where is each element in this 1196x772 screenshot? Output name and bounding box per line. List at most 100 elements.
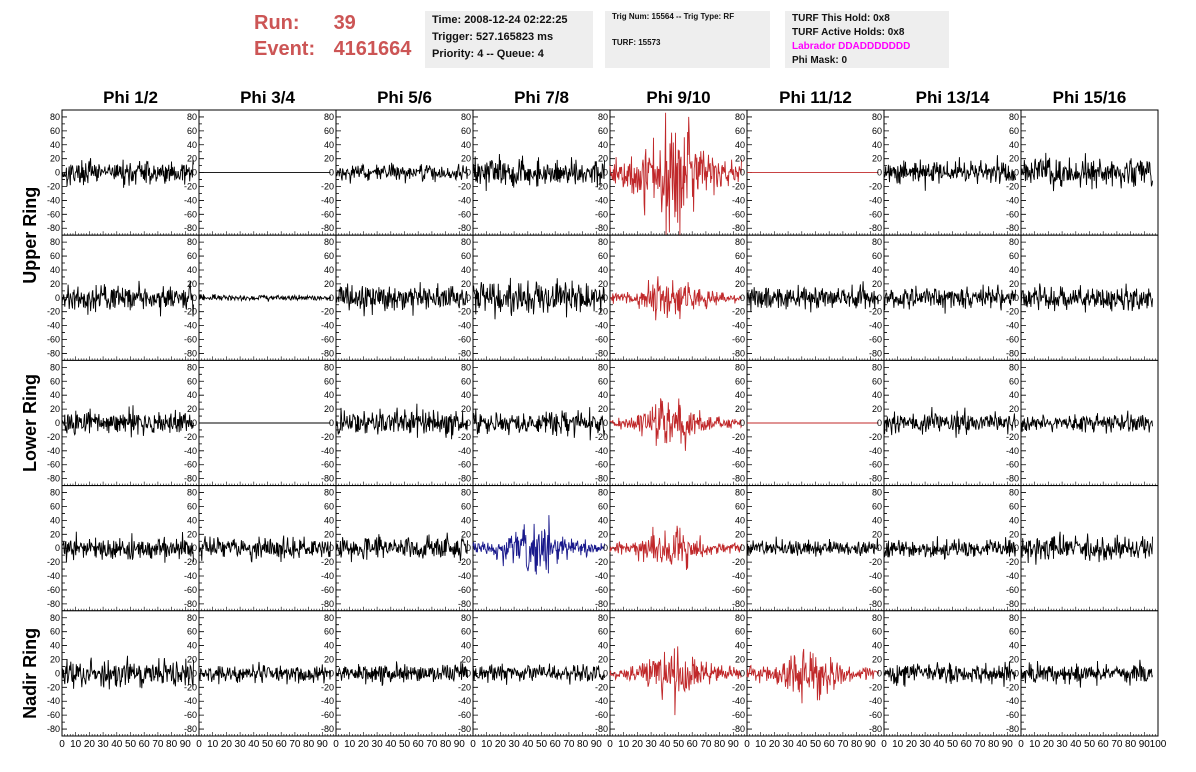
y-tick-label: 0 — [603, 168, 608, 178]
y-tick-label: -20 — [595, 432, 608, 442]
y-tick-label: 40 — [50, 515, 60, 525]
x-tick-label: 80 — [440, 739, 452, 750]
x-tick-label: 0 — [333, 739, 339, 750]
waveform-trace-r1-c8 — [1020, 152, 1153, 192]
x-ticks-r3-c8 — [1020, 481, 1159, 486]
y-tick-label: 0 — [192, 168, 197, 178]
y-tick-label: 0 — [55, 418, 60, 428]
y-tick-label: 40 — [735, 641, 745, 651]
waveform-trace-r4-c2 — [198, 535, 331, 563]
y-tick-label: -20 — [47, 307, 60, 317]
y-tick-label: -60 — [869, 585, 882, 595]
y-tick-label: 0 — [466, 418, 471, 428]
y-tick-label: 60 — [50, 251, 60, 261]
y-tick-label: 60 — [598, 251, 608, 261]
y-tick-label: -40 — [184, 696, 197, 706]
y-tick-label: -80 — [732, 348, 745, 358]
x-tick-label: 60 — [687, 739, 699, 750]
y-tick-label: -80 — [184, 474, 197, 484]
y-tick-label: -80 — [732, 599, 745, 609]
y-tick-label: -40 — [595, 321, 608, 331]
y-tick-label: 40 — [187, 390, 197, 400]
y-tick-label: 80 — [598, 237, 608, 247]
x-tick-label: 0 — [744, 739, 750, 750]
y-tick-label: 40 — [872, 641, 882, 651]
y-tick-label: 20 — [1009, 154, 1019, 164]
y-tick-label: -80 — [47, 474, 60, 484]
y-tick-label: 60 — [187, 627, 197, 637]
x-tick-label: 30 — [509, 739, 521, 750]
y-tick-label: -20 — [869, 432, 882, 442]
y-tick-label: -80 — [732, 724, 745, 734]
y-ticks-r1-c5 — [610, 116, 615, 229]
x-tick-label: 10 — [207, 739, 219, 750]
y-tick-label: 0 — [740, 418, 745, 428]
x-tick-label: 60 — [413, 739, 425, 750]
y-tick-label: 40 — [1009, 140, 1019, 150]
y-tick-label: 80 — [461, 362, 471, 372]
waveform-trace-r1-c3 — [335, 162, 468, 184]
y-ticks-r4-c5 — [610, 492, 615, 605]
y-tick-label: 60 — [50, 627, 60, 637]
x-tick-label: 50 — [536, 739, 548, 750]
y-tick-label: -80 — [595, 474, 608, 484]
y-tick-label: 20 — [598, 279, 608, 289]
y-tick-label: -40 — [1006, 446, 1019, 456]
y-tick-label: 20 — [735, 529, 745, 539]
x-tick-label: 0 — [607, 739, 613, 750]
x-tick-label: 90 — [728, 739, 740, 750]
y-tick-label: -20 — [595, 682, 608, 692]
y-tick-label: 80 — [50, 613, 60, 623]
y-tick-label: -20 — [869, 307, 882, 317]
y-tick-label: -40 — [869, 321, 882, 331]
y-tick-label: -20 — [184, 182, 197, 192]
x-ticks-r5-c3 — [335, 732, 474, 736]
y-tick-label: 40 — [1009, 641, 1019, 651]
y-ticks-r5-c4 — [473, 617, 478, 730]
x-tick-label: 20 — [84, 739, 96, 750]
y-tick-label: 0 — [740, 668, 745, 678]
x-tick-label: 0 — [881, 739, 887, 750]
y-tick-label: 20 — [1009, 654, 1019, 664]
y-tick-label: -80 — [595, 724, 608, 734]
y-tick-label: 20 — [187, 154, 197, 164]
y-tick-label: 40 — [461, 265, 471, 275]
y-tick-label: 40 — [461, 140, 471, 150]
y-tick-label: 80 — [598, 488, 608, 498]
y-tick-label: -60 — [595, 710, 608, 720]
x-tick-label: 10 — [481, 739, 493, 750]
y-tick-label: 80 — [50, 112, 60, 122]
y-tick-label: 40 — [324, 515, 334, 525]
y-tick-label: 0 — [603, 418, 608, 428]
y-ticks-r2-c6 — [747, 241, 752, 354]
x-ticks-r2-c7 — [883, 356, 1022, 361]
x-tick-label: 20 — [1043, 739, 1055, 750]
y-tick-label: -60 — [184, 460, 197, 470]
x-tick-label: 10 — [1029, 739, 1041, 750]
y-tick-label: 60 — [187, 251, 197, 261]
x-ticks-r4-c8 — [1020, 606, 1159, 611]
y-tick-label: 0 — [55, 668, 60, 678]
waveform-trace-r1-c4 — [472, 153, 605, 192]
y-tick-label: 20 — [598, 529, 608, 539]
y-tick-label: 0 — [466, 168, 471, 178]
y-tick-label: 60 — [598, 501, 608, 511]
y-tick-label: 20 — [461, 654, 471, 664]
waveform-trace-r1-c1 — [61, 158, 194, 188]
y-tick-label: 60 — [324, 376, 334, 386]
y-tick-label: -40 — [184, 195, 197, 205]
y-tick-label: -20 — [184, 307, 197, 317]
y-tick-label: 60 — [50, 126, 60, 136]
y-tick-label: 40 — [50, 641, 60, 651]
phi-label-7: Phi 13/14 — [916, 88, 990, 107]
x-tick-label: 30 — [920, 739, 932, 750]
x-ticks-r1-c4 — [472, 231, 611, 236]
y-tick-label: 60 — [1009, 126, 1019, 136]
x-ticks-r5-c8 — [1020, 732, 1159, 736]
y-tick-label: -80 — [47, 223, 60, 233]
x-ticks-r1-c1 — [61, 231, 200, 236]
y-tick-label: -40 — [321, 446, 334, 456]
x-ticks-r3-c7 — [883, 481, 1022, 486]
x-tick-label: 60 — [139, 739, 151, 750]
y-tick-label: -20 — [1006, 682, 1019, 692]
